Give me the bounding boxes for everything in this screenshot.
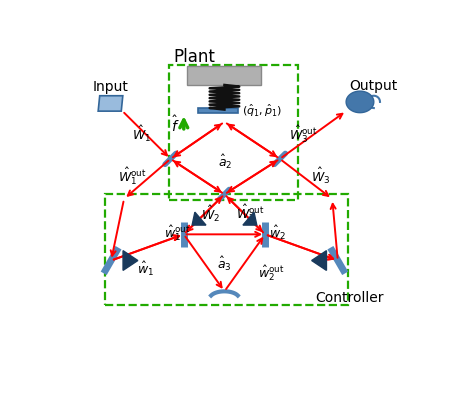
Polygon shape (312, 251, 327, 270)
Polygon shape (123, 251, 138, 270)
Text: $\hat{W}_3^{\rm out}$: $\hat{W}_3^{\rm out}$ (289, 124, 317, 145)
Text: $\hat{a}_2$: $\hat{a}_2$ (219, 153, 233, 171)
Text: $\hat{W}_1$: $\hat{W}_1$ (132, 124, 151, 144)
Text: Plant: Plant (173, 48, 216, 66)
Polygon shape (243, 212, 257, 225)
Text: $\hat{W}_2^{\rm out}$: $\hat{W}_2^{\rm out}$ (236, 203, 264, 224)
Text: $\hat{w}_1^{\rm out}$: $\hat{w}_1^{\rm out}$ (164, 224, 191, 243)
Text: $\hat{w}_2^{\rm out}$: $\hat{w}_2^{\rm out}$ (258, 264, 284, 283)
FancyBboxPatch shape (188, 66, 261, 85)
Text: Controller: Controller (315, 291, 384, 305)
Text: $\hat{W}_3$: $\hat{W}_3$ (310, 166, 330, 186)
Text: $\hat{W}_1^{\rm out}$: $\hat{W}_1^{\rm out}$ (118, 165, 147, 187)
Polygon shape (98, 96, 123, 111)
Polygon shape (192, 212, 206, 225)
Text: $\hat{W}_2$: $\hat{W}_2$ (201, 204, 220, 224)
Text: Output: Output (349, 79, 397, 93)
Text: $\hat{w}_2$: $\hat{w}_2$ (269, 224, 286, 242)
Text: Input: Input (92, 80, 128, 94)
Text: $\hat{f}$: $\hat{f}$ (172, 114, 180, 134)
Text: $\hat{w}_1$: $\hat{w}_1$ (137, 260, 154, 278)
Text: $(\hat{q}_1,\hat{p}_1)$: $(\hat{q}_1,\hat{p}_1)$ (242, 103, 283, 119)
Bar (105, 194, 348, 305)
Polygon shape (346, 91, 374, 113)
Text: $\hat{a}_3$: $\hat{a}_3$ (217, 254, 232, 273)
Bar (169, 65, 298, 200)
FancyBboxPatch shape (198, 108, 238, 113)
